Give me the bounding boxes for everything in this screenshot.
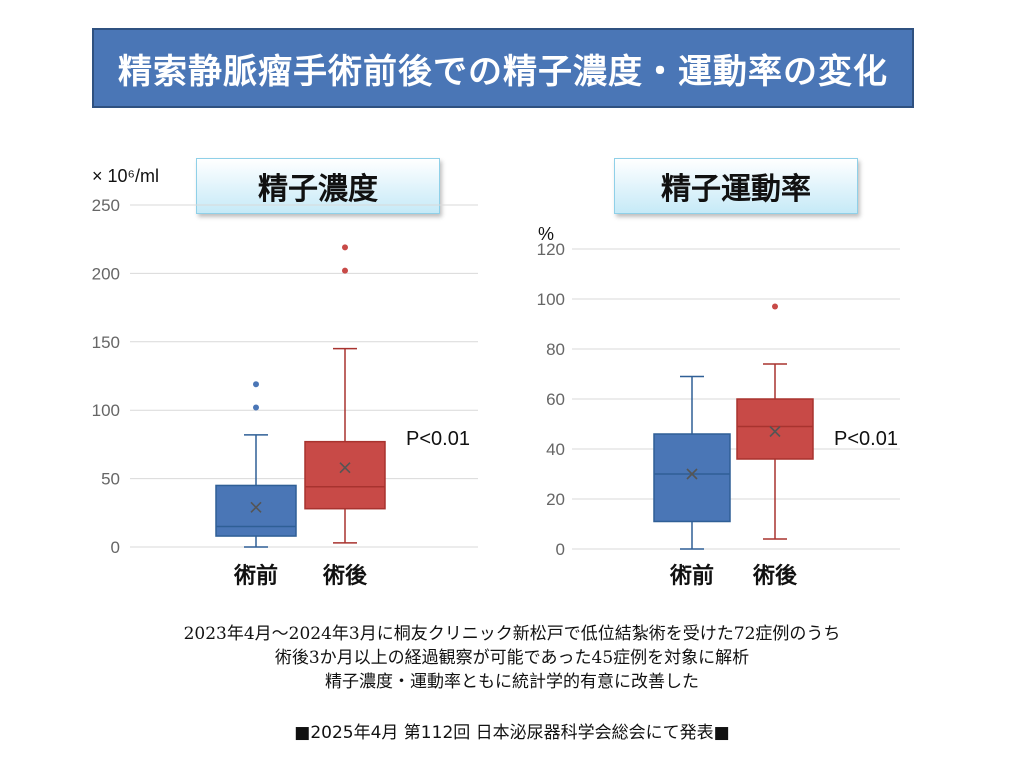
y-tick-label: 40 xyxy=(546,440,565,459)
footer-line-1: 2023年4月～2024年3月に桐友クリニック新松戸で低位結紮術を受けた72症例… xyxy=(183,624,841,644)
y-tick-label: 100 xyxy=(92,401,120,420)
outlier-point xyxy=(253,381,259,388)
y-tick-label: 100 xyxy=(537,290,565,309)
box-pre xyxy=(653,375,731,550)
outlier-point xyxy=(253,404,259,411)
y-tick-label: 20 xyxy=(546,490,565,509)
footer-line-3: 精子濃度・運動率ともに統計学的有意に改善した xyxy=(325,672,699,692)
y-tick-label: 50 xyxy=(101,470,120,489)
category-label: 術前 xyxy=(669,563,714,589)
mean-marker xyxy=(686,468,698,480)
y-tick-label: 0 xyxy=(556,540,565,559)
box-post xyxy=(304,244,386,544)
mean-marker xyxy=(769,425,781,438)
y-tick-label: 200 xyxy=(92,264,120,283)
presentation-note: ■2025年4月 第112回 日本泌尿器科学会総会にて発表■ xyxy=(294,723,730,743)
y-tick-label: 150 xyxy=(92,333,120,352)
slide-title: 精索静脈瘤手術前後での精子濃度・運動率の変化 xyxy=(92,28,914,108)
mean-marker xyxy=(250,501,262,513)
outlier-point xyxy=(342,267,348,274)
y-tick-label: 80 xyxy=(546,340,565,359)
iqr-box xyxy=(736,398,814,460)
category-label: 術前 xyxy=(233,563,278,589)
p-value-annotation: P<0.01 xyxy=(834,428,898,450)
iqr-box xyxy=(653,433,731,523)
category-label: 術後 xyxy=(322,563,368,589)
iqr-box xyxy=(215,484,297,537)
mean-marker xyxy=(339,462,351,474)
footer-line-2: 術後3か月以上の経過観察が可能であった45症例を対象に解析 xyxy=(274,648,750,668)
box-pre xyxy=(215,381,297,548)
iqr-box xyxy=(304,440,386,510)
box-post xyxy=(736,303,814,540)
category-label: 術後 xyxy=(752,563,798,589)
y-axis-unit: × 10⁶/ml xyxy=(92,166,159,186)
y-tick-label: 60 xyxy=(546,390,565,409)
chart-title-motility: 精子運動率 xyxy=(614,158,858,214)
outlier-point xyxy=(342,244,348,251)
y-tick-label: 250 xyxy=(92,196,120,215)
y-tick-label: 120 xyxy=(537,240,565,259)
p-value-annotation: P<0.01 xyxy=(406,428,470,450)
y-tick-label: 0 xyxy=(111,538,120,557)
y-axis-unit: % xyxy=(538,224,554,244)
outlier-point xyxy=(772,303,778,310)
